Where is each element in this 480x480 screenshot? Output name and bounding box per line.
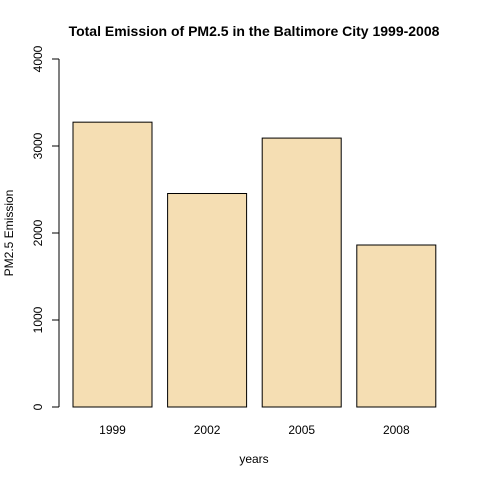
x-tick-label-2002: 2002 [194, 423, 221, 437]
x-axis-label: years [239, 452, 268, 466]
bar-2005 [261, 137, 342, 408]
bar-2002 [167, 193, 248, 408]
x-tick-label-2008: 2008 [383, 423, 410, 437]
x-tick-label-2005: 2005 [288, 423, 315, 437]
y-axis-label: PM2.5 Emission [2, 190, 16, 277]
bar-1999 [72, 121, 153, 408]
y-tick-label-1000: 1000 [31, 306, 45, 333]
chart-title: Total Emission of PM2.5 in the Baltimore… [69, 23, 440, 39]
y-tick-label-0: 0 [31, 403, 45, 410]
x-tick-label-1999: 1999 [99, 423, 126, 437]
y-tick-label-2000: 2000 [31, 219, 45, 246]
y-tick-label-4000: 4000 [31, 45, 45, 72]
bars-group [72, 121, 437, 408]
y-axis: 0 1000 2000 3000 4000 [31, 45, 60, 410]
bar-2008 [356, 244, 437, 408]
y-tick-label-3000: 3000 [31, 132, 45, 159]
x-axis-labels: 1999 2002 2005 2008 [99, 423, 410, 437]
